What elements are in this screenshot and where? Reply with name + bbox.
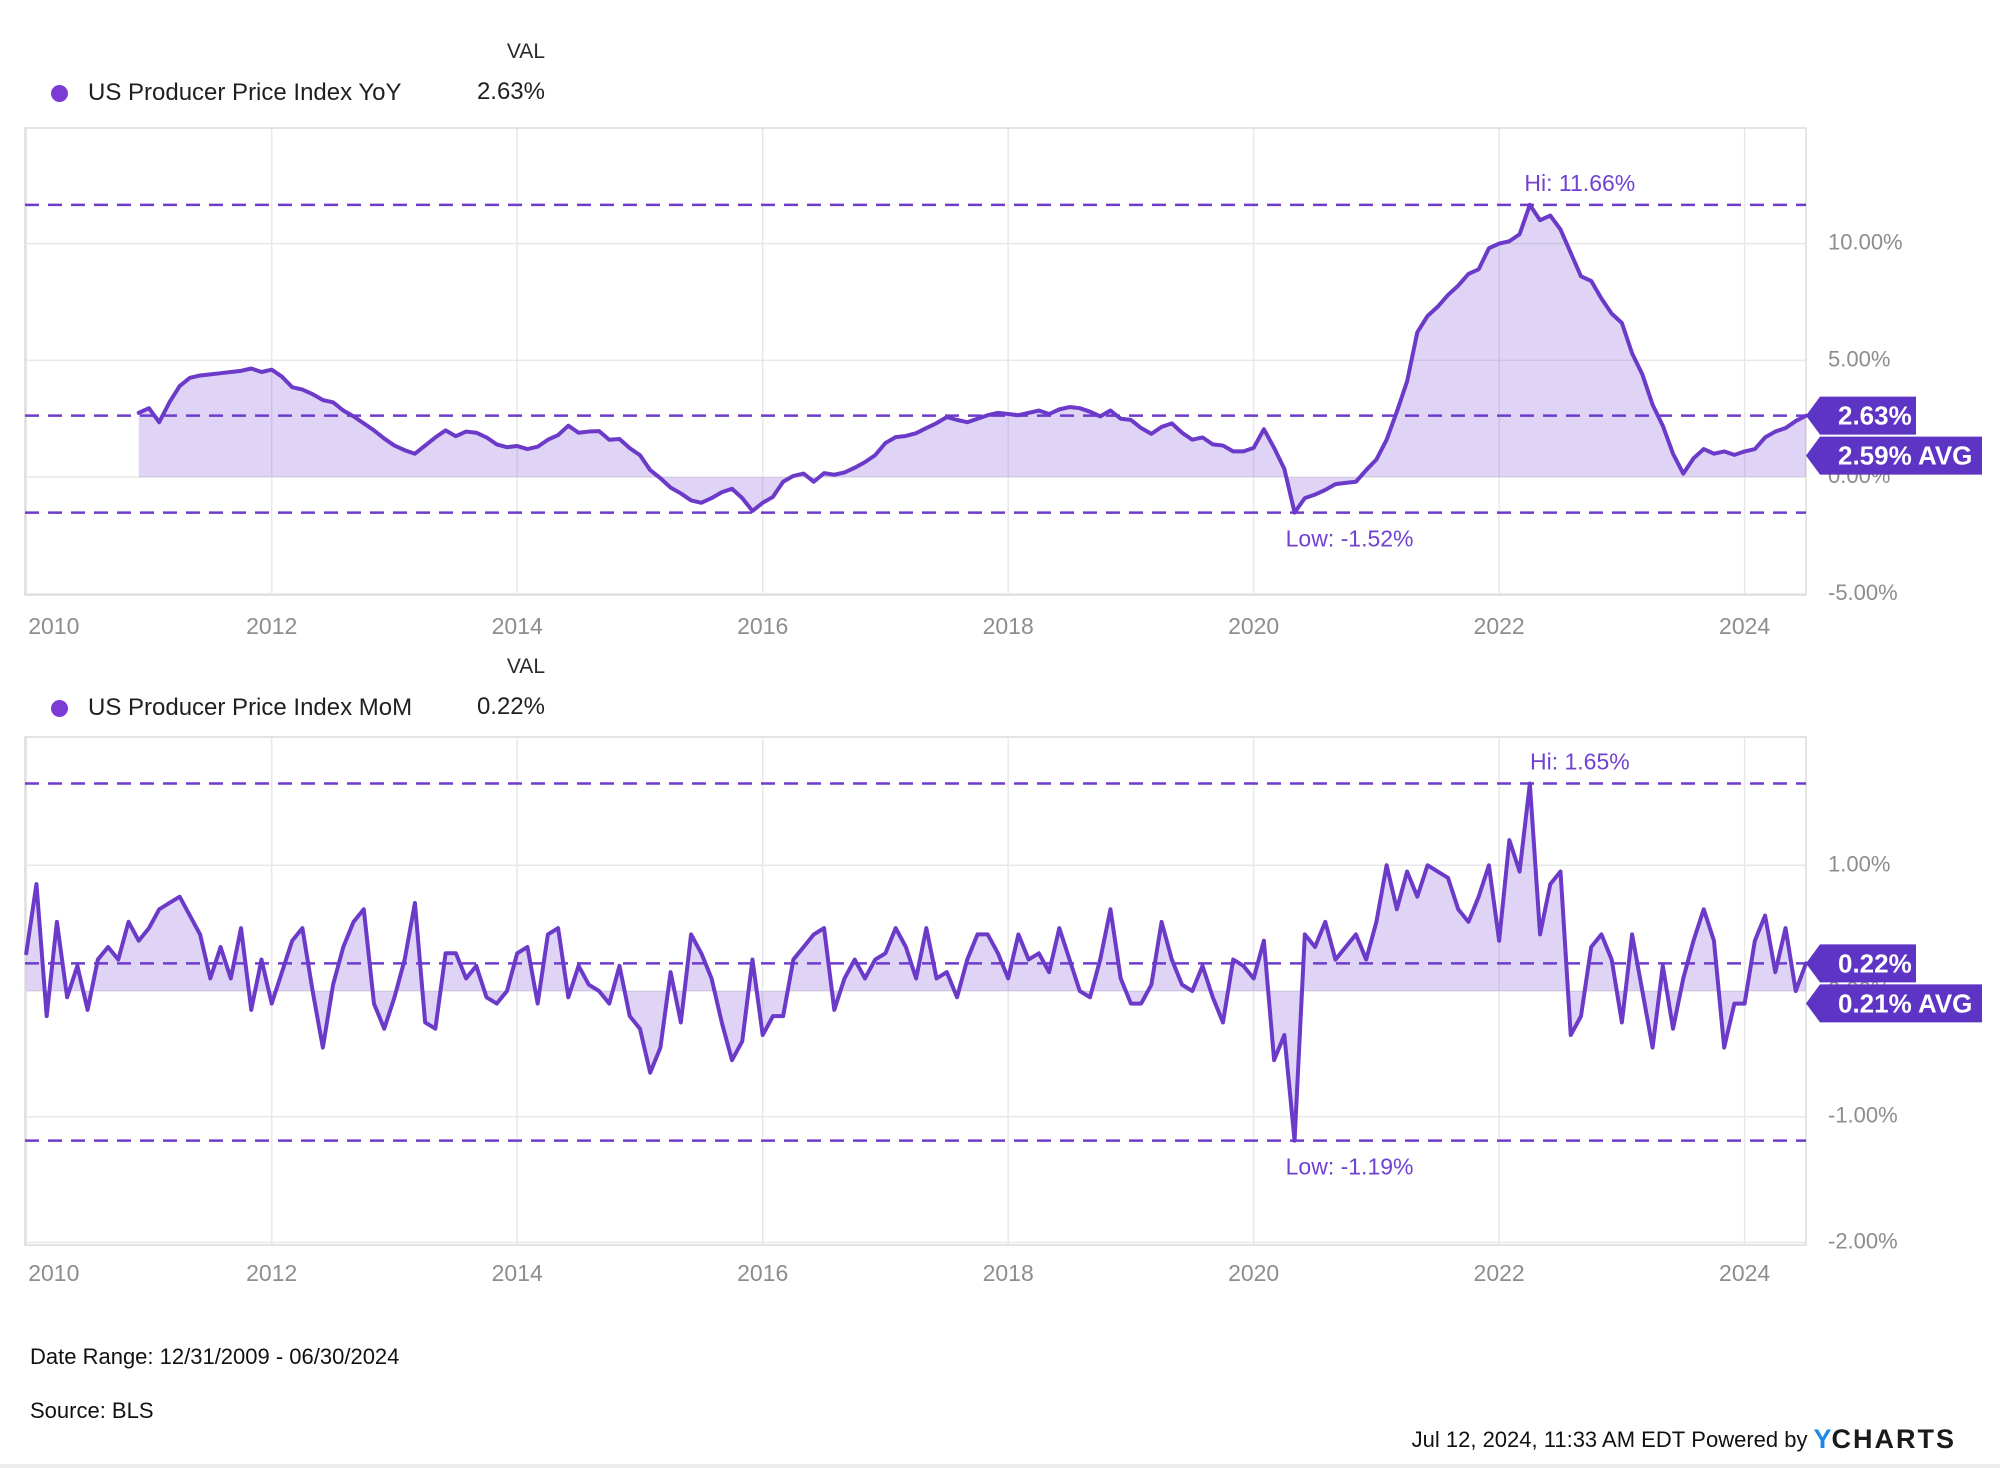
x-axis-label: 2020 xyxy=(1228,613,1279,639)
x-axis-label: 2012 xyxy=(246,613,297,639)
average-value-badge-text: 2.59% AVG xyxy=(1838,441,1972,471)
y-axis-label: 10.00% xyxy=(1828,230,1903,255)
ycharts-logo: YCHARTS xyxy=(1813,1424,1956,1455)
ycharts-logo-y: Y xyxy=(1813,1424,1832,1454)
series-dot-icon xyxy=(51,84,68,102)
x-axis-label: 2014 xyxy=(492,1260,543,1286)
powered-by-text: Powered by xyxy=(1691,1426,1808,1452)
series-line xyxy=(24,781,1808,1143)
series-label-yoy: US Producer Price Index YoY xyxy=(88,79,402,106)
x-axis-label: 2014 xyxy=(492,613,543,639)
y-axis-label: -2.00% xyxy=(1828,1228,1898,1253)
low-annotation: Low: -1.52% xyxy=(1286,526,1414,552)
y-axis-label: 1.00% xyxy=(1828,851,1890,876)
current-value-badge-text: 0.22% xyxy=(1838,948,1912,978)
x-axis-label: 2022 xyxy=(1474,1260,1525,1286)
current-value-badge xyxy=(1806,396,1916,435)
average-value-badge-text: 0.21% AVG xyxy=(1838,988,1972,1018)
average-value-badge xyxy=(1806,984,1982,1023)
series-value-yoy: 2.63% xyxy=(476,78,545,105)
series-area xyxy=(26,783,1807,1141)
y-axis-label: -5.00% xyxy=(1828,580,1898,605)
date-range-text: Date Range: 12/31/2009 - 06/30/2024 xyxy=(30,1344,400,1369)
timestamp-text: Jul 12, 2024, 11:33 AM EDT xyxy=(1411,1426,1686,1452)
low-annotation: Low: -1.19% xyxy=(1286,1154,1414,1180)
x-axis-label: 2010 xyxy=(28,613,79,639)
series-dot-icon xyxy=(51,699,68,717)
legend-row-mom: US Producer Price Index MoM xyxy=(51,694,412,722)
val-column-header-mom: VAL xyxy=(506,655,545,678)
powered-by-line: Jul 12, 2024, 11:33 AM EDT Powered by YCH… xyxy=(1412,1424,1956,1455)
series-value-mom: 0.22% xyxy=(476,693,545,720)
x-axis-label: 2016 xyxy=(737,613,788,639)
series-area xyxy=(138,204,1806,513)
x-axis-label: 2022 xyxy=(1474,613,1525,639)
legend-row-yoy: US Producer Price Index YoY xyxy=(51,79,402,107)
series-line xyxy=(136,202,1808,515)
source-text: Source: BLS xyxy=(30,1398,154,1423)
series-label-mom: US Producer Price Index MoM xyxy=(88,694,413,721)
y-axis-label: -1.00% xyxy=(1828,1103,1898,1128)
ppi-mom-chart: 1.00%0.00%-1.00%-2.00%201020122014201620… xyxy=(24,736,1982,1286)
hi-annotation: Hi: 1.65% xyxy=(1530,749,1630,775)
current-value-badge-text: 2.63% xyxy=(1838,401,1912,431)
val-column-header-yoy: VAL xyxy=(506,40,545,63)
x-axis-label: 2010 xyxy=(28,1260,79,1286)
x-axis-label: 2016 xyxy=(737,1260,788,1286)
x-axis-label: 2012 xyxy=(246,1260,297,1286)
average-value-badge xyxy=(1806,436,1982,475)
page-bottom-divider xyxy=(0,1464,2000,1468)
y-axis-label: 5.00% xyxy=(1828,346,1890,371)
ycharts-logo-rest: CHARTS xyxy=(1831,1424,1956,1454)
hi-annotation: Hi: 11.66% xyxy=(1524,170,1635,196)
x-axis-label: 2020 xyxy=(1228,1260,1279,1286)
plot-border xyxy=(24,736,1807,1246)
x-axis-label: 2018 xyxy=(983,1260,1034,1286)
current-value-badge xyxy=(1806,944,1916,983)
plot-border xyxy=(24,127,1807,596)
x-axis-label: 2024 xyxy=(1719,613,1770,639)
ppi-yoy-chart: 10.00%5.00%0.00%-5.00%2010 2012 2014 2016 20… xyxy=(24,127,1982,639)
x-axis-label: 2018 xyxy=(983,613,1034,639)
x-axis-label: 2024 xyxy=(1719,1260,1770,1286)
